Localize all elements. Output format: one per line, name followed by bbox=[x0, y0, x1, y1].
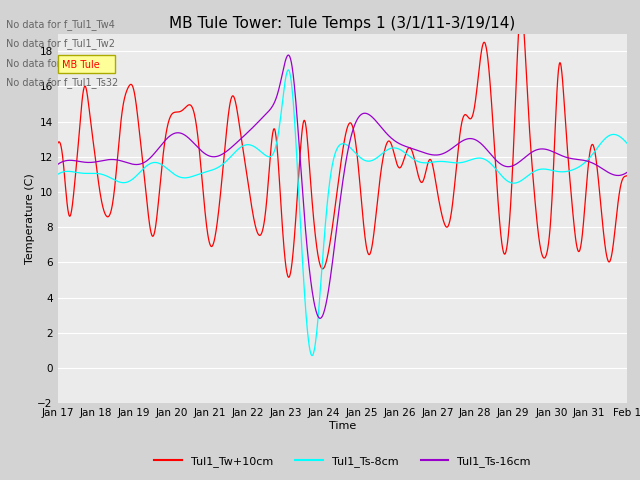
Text: No data for f_Tul1_Tw4: No data for f_Tul1_Tw4 bbox=[6, 19, 115, 30]
Title: MB Tule Tower: Tule Temps 1 (3/1/11-3/19/14): MB Tule Tower: Tule Temps 1 (3/1/11-3/19… bbox=[169, 16, 516, 31]
Text: No data for f_Tul1_Ts32: No data for f_Tul1_Ts32 bbox=[6, 77, 118, 88]
Text: MB Tule: MB Tule bbox=[62, 60, 100, 70]
Legend: Tul1_Tw+10cm, Tul1_Ts-8cm, Tul1_Ts-16cm: Tul1_Tw+10cm, Tul1_Ts-8cm, Tul1_Ts-16cm bbox=[150, 452, 535, 471]
Text: No data for f_Tul1_Tw2: No data for f_Tul1_Tw2 bbox=[6, 38, 115, 49]
Y-axis label: Temperature (C): Temperature (C) bbox=[24, 173, 35, 264]
Text: No data for f_Tul1_Ts2: No data for f_Tul1_Ts2 bbox=[6, 58, 113, 69]
X-axis label: Time: Time bbox=[329, 421, 356, 431]
